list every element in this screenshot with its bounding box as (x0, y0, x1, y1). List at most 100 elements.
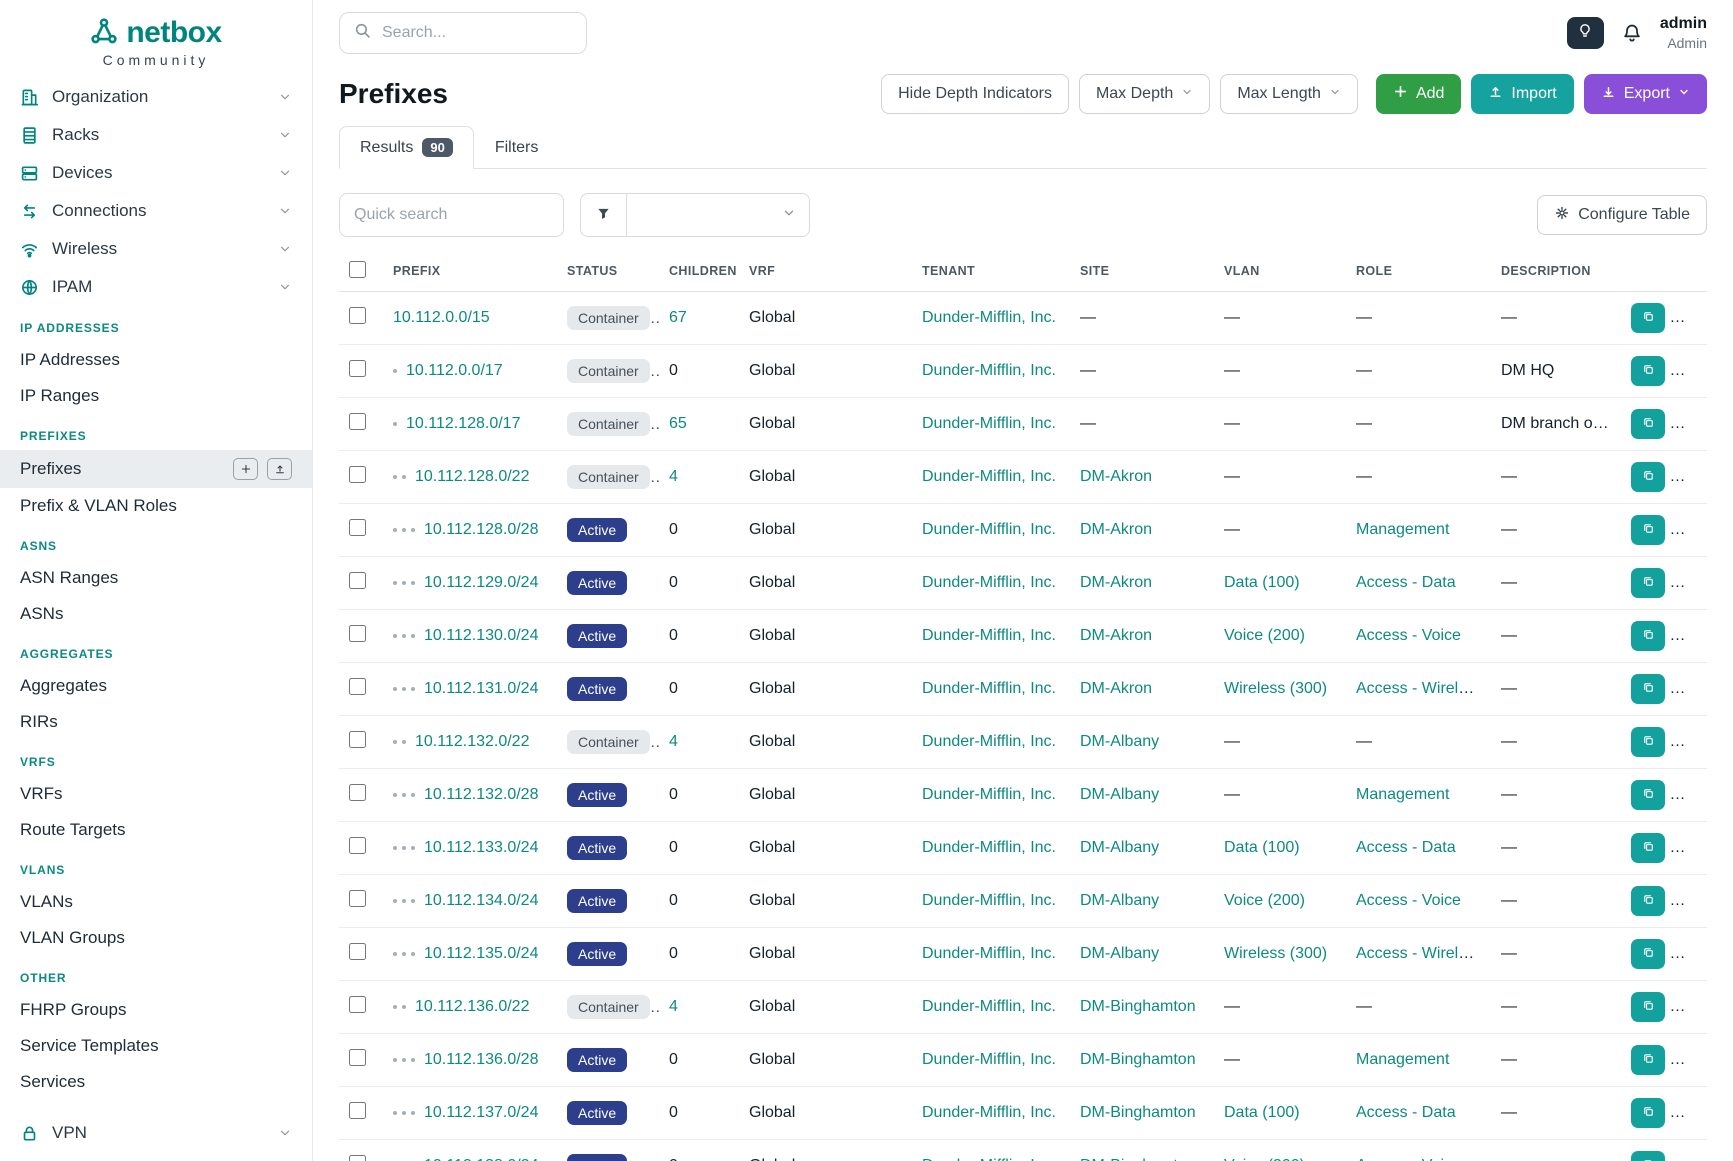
row-checkbox[interactable] (349, 1102, 366, 1119)
sidebar-item-vpn[interactable]: VPN (0, 1114, 312, 1152)
theme-toggle-button[interactable] (1566, 16, 1604, 49)
clone-button[interactable] (1631, 939, 1665, 969)
sidebar-item-rirs[interactable]: RIRs (20, 712, 58, 731)
site-link[interactable]: DM-Binghamton (1080, 998, 1196, 1015)
children-count-link[interactable]: 4 (669, 733, 678, 750)
role-link[interactable]: Access - Wireless (1356, 945, 1484, 962)
sidebar-item-connections[interactable]: Connections (0, 192, 312, 230)
sidebar-item-vlan-groups[interactable]: VLAN Groups (20, 928, 125, 947)
prefixes-import-button[interactable] (267, 458, 292, 480)
role-link[interactable]: Access - Voice (1356, 1157, 1461, 1161)
edit-dropdown-button[interactable] (1674, 515, 1707, 545)
import-button[interactable]: Import (1471, 74, 1574, 114)
site-link[interactable]: DM-Akron (1080, 680, 1153, 697)
edit-dropdown-button[interactable] (1674, 939, 1707, 969)
sidebar-item-vrfs[interactable]: VRFs (20, 784, 63, 803)
column-header-vrf[interactable]: VRF (739, 251, 912, 292)
tenant-link[interactable]: Dunder-Mifflin, Inc. (922, 680, 1056, 697)
prefix-link[interactable]: 10.112.128.0/22 (415, 468, 530, 485)
clone-button[interactable] (1631, 992, 1665, 1022)
prefix-link[interactable]: 10.112.128.0/17 (406, 415, 521, 432)
row-checkbox[interactable] (349, 890, 366, 907)
export-dropdown[interactable]: Export (1583, 74, 1707, 114)
row-checkbox[interactable] (349, 413, 366, 430)
clone-button[interactable] (1631, 409, 1665, 439)
site-link[interactable]: DM-Akron (1080, 627, 1153, 644)
prefix-link[interactable]: 10.112.135.0/24 (424, 945, 539, 962)
site-link[interactable]: DM-Albany (1080, 945, 1160, 962)
edit-dropdown-button[interactable] (1674, 886, 1707, 916)
tenant-link[interactable]: Dunder-Mifflin, Inc. (922, 945, 1056, 962)
sidebar-item-fhrp-groups[interactable]: FHRP Groups (20, 1000, 127, 1019)
sidebar-item-ipam[interactable]: IPAM (0, 268, 312, 306)
vlan-link[interactable]: Wireless (300) (1224, 680, 1328, 697)
clone-button[interactable] (1631, 833, 1665, 863)
prefix-link[interactable]: 10.112.133.0/24 (424, 839, 539, 856)
tenant-link[interactable]: Dunder-Mifflin, Inc. (922, 892, 1056, 909)
row-checkbox[interactable] (349, 837, 366, 854)
row-checkbox[interactable] (349, 625, 366, 642)
prefix-link[interactable]: 10.112.129.0/24 (424, 574, 539, 591)
configure-table-button[interactable]: Configure Table (1537, 195, 1707, 235)
edit-dropdown-button[interactable] (1674, 992, 1707, 1022)
tenant-link[interactable]: Dunder-Mifflin, Inc. (922, 362, 1056, 379)
vlan-link[interactable]: Voice (200) (1224, 892, 1305, 909)
clone-button[interactable] (1631, 515, 1665, 545)
vlan-link[interactable]: Voice (200) (1224, 1157, 1305, 1161)
saved-filter-select[interactable] (627, 193, 810, 237)
column-header-site[interactable]: SITE (1070, 251, 1214, 292)
clone-button[interactable] (1631, 1151, 1665, 1161)
sidebar-item-ip-ranges[interactable]: IP Ranges (20, 386, 100, 405)
tenant-link[interactable]: Dunder-Mifflin, Inc. (922, 574, 1056, 591)
clone-button[interactable] (1631, 356, 1665, 386)
search-input[interactable] (382, 24, 572, 42)
site-link[interactable]: DM-Albany (1080, 786, 1160, 803)
sidebar-item-prefix-vlan-roles[interactable]: Prefix & VLAN Roles (20, 496, 177, 515)
sidebar-item-service-templates[interactable]: Service Templates (20, 1036, 159, 1055)
prefix-link[interactable]: 10.112.0.0/15 (393, 309, 490, 326)
role-link[interactable]: Access - Wireless (1356, 680, 1484, 697)
sidebar-item-services[interactable]: Services (20, 1072, 86, 1091)
tenant-link[interactable]: Dunder-Mifflin, Inc. (922, 415, 1056, 432)
clone-button[interactable] (1631, 727, 1665, 757)
edit-dropdown-button[interactable] (1674, 409, 1707, 439)
column-header-role[interactable]: ROLE (1346, 251, 1491, 292)
sidebar-item-vlans[interactable]: VLANs (20, 892, 73, 911)
column-header-children[interactable]: CHILDREN (659, 251, 739, 292)
edit-dropdown-button[interactable] (1674, 1151, 1707, 1161)
add-button[interactable]: Add (1375, 74, 1462, 114)
role-link[interactable]: Access - Data (1356, 574, 1456, 591)
edit-dropdown-button[interactable] (1674, 621, 1707, 651)
site-link[interactable]: DM-Akron (1080, 574, 1153, 591)
tenant-link[interactable]: Dunder-Mifflin, Inc. (922, 1104, 1056, 1121)
tenant-link[interactable]: Dunder-Mifflin, Inc. (922, 1157, 1056, 1161)
tenant-link[interactable]: Dunder-Mifflin, Inc. (922, 521, 1056, 538)
tenant-link[interactable]: Dunder-Mifflin, Inc. (922, 1051, 1056, 1068)
prefix-link[interactable]: 10.112.0.0/17 (406, 362, 503, 379)
clone-button[interactable] (1631, 1045, 1665, 1075)
tab-results[interactable]: Results 90 (339, 126, 474, 169)
column-header-description[interactable]: DESCRIPTION (1491, 251, 1621, 292)
prefix-link[interactable]: 10.112.132.0/28 (424, 786, 539, 803)
edit-dropdown-button[interactable] (1674, 727, 1707, 757)
row-checkbox[interactable] (349, 519, 366, 536)
clone-button[interactable] (1631, 568, 1665, 598)
vlan-link[interactable]: Data (100) (1224, 574, 1300, 591)
prefix-link[interactable]: 10.112.131.0/24 (424, 680, 539, 697)
edit-dropdown-button[interactable] (1674, 356, 1707, 386)
role-link[interactable]: Management (1356, 521, 1450, 538)
tenant-link[interactable]: Dunder-Mifflin, Inc. (922, 998, 1056, 1015)
prefix-link[interactable]: 10.112.137.0/24 (424, 1104, 539, 1121)
clone-button[interactable] (1631, 886, 1665, 916)
clone-button[interactable] (1631, 621, 1665, 651)
sidebar-item-ip-addresses[interactable]: IP Addresses (20, 350, 120, 369)
global-search[interactable] (339, 12, 587, 54)
edit-dropdown-button[interactable] (1674, 674, 1707, 704)
site-link[interactable]: DM-Albany (1080, 892, 1160, 909)
site-link[interactable]: DM-Binghamton (1080, 1051, 1196, 1068)
edit-dropdown-button[interactable] (1674, 462, 1707, 492)
prefix-link[interactable]: 10.112.132.0/22 (415, 733, 530, 750)
role-link[interactable]: Access - Voice (1356, 627, 1461, 644)
row-checkbox[interactable] (349, 1155, 366, 1161)
tenant-link[interactable]: Dunder-Mifflin, Inc. (922, 786, 1056, 803)
